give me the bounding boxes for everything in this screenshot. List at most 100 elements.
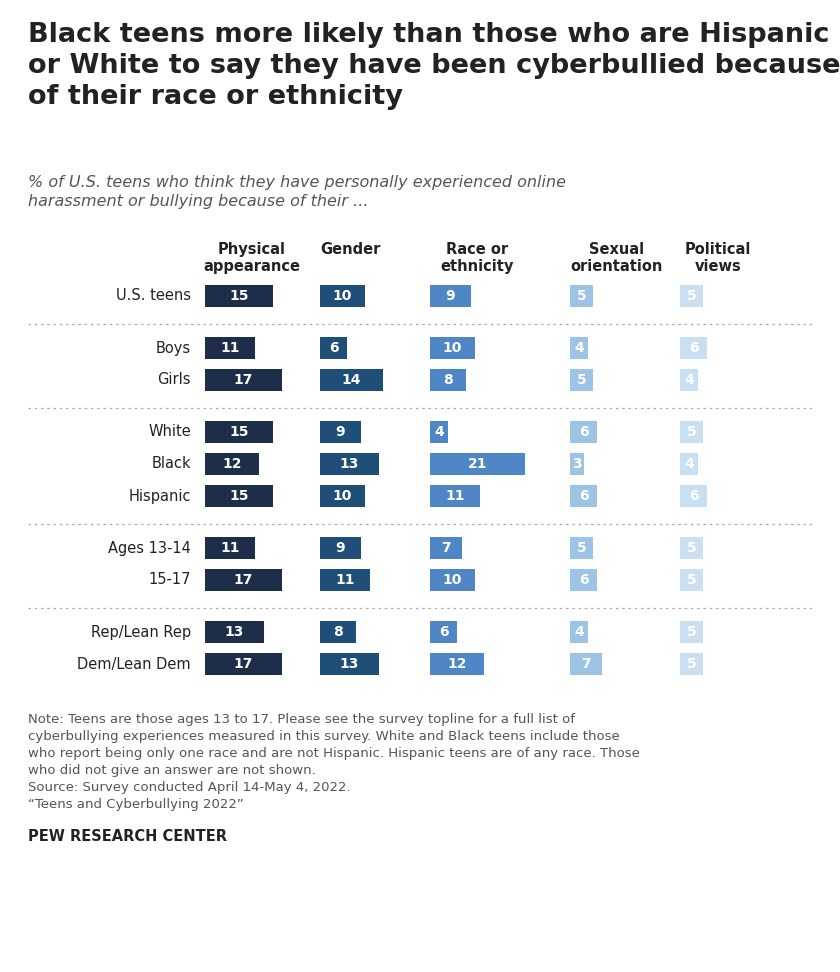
Text: 11: 11 <box>220 541 239 555</box>
Text: 13: 13 <box>339 657 359 671</box>
Bar <box>680 337 707 359</box>
Text: 4: 4 <box>684 457 694 471</box>
Bar <box>430 285 470 307</box>
Bar <box>205 285 273 307</box>
Text: 15: 15 <box>229 425 249 439</box>
Bar <box>320 653 379 675</box>
Text: 13: 13 <box>225 625 244 639</box>
Text: 4: 4 <box>575 625 584 639</box>
Text: Sexual
orientation: Sexual orientation <box>571 242 664 274</box>
Text: Ages 13-14: Ages 13-14 <box>108 540 191 556</box>
Bar <box>430 453 525 475</box>
Bar <box>320 569 370 591</box>
Text: 17: 17 <box>234 657 253 671</box>
Bar <box>205 537 255 559</box>
Text: 10: 10 <box>333 489 352 503</box>
Text: 14: 14 <box>342 373 361 387</box>
Bar <box>570 569 597 591</box>
Bar <box>430 653 485 675</box>
Bar <box>430 537 462 559</box>
Text: 10: 10 <box>333 289 352 303</box>
Bar <box>570 337 588 359</box>
Text: 5: 5 <box>576 289 586 303</box>
Text: Political
views: Political views <box>685 242 751 274</box>
Bar <box>570 421 597 443</box>
Text: 11: 11 <box>445 489 465 503</box>
Text: 15-17: 15-17 <box>149 573 191 587</box>
Text: U.S. teens: U.S. teens <box>116 289 191 303</box>
Text: 17: 17 <box>234 373 253 387</box>
Text: 6: 6 <box>438 625 449 639</box>
Text: PEW RESEARCH CENTER: PEW RESEARCH CENTER <box>28 829 227 844</box>
Text: 4: 4 <box>434 425 444 439</box>
Bar <box>680 453 698 475</box>
Text: 17: 17 <box>234 573 253 587</box>
Text: 12: 12 <box>223 457 242 471</box>
Text: 8: 8 <box>444 373 453 387</box>
Text: 6: 6 <box>689 489 698 503</box>
Text: Hispanic: Hispanic <box>129 489 191 503</box>
Text: 10: 10 <box>443 341 462 355</box>
Text: 4: 4 <box>684 373 694 387</box>
Bar <box>205 421 273 443</box>
Text: cyberbullying experiences measured in this survey. White and Black teens include: cyberbullying experiences measured in th… <box>28 730 620 743</box>
Text: 6: 6 <box>579 573 588 587</box>
Bar <box>680 285 702 307</box>
Text: White: White <box>148 425 191 439</box>
Bar <box>320 453 379 475</box>
Bar <box>205 453 260 475</box>
Text: 12: 12 <box>448 657 467 671</box>
Text: 5: 5 <box>686 657 696 671</box>
Text: Note: Teens are those ages 13 to 17. Please see the survey topline for a full li: Note: Teens are those ages 13 to 17. Ple… <box>28 713 575 726</box>
Bar <box>570 485 597 507</box>
Bar <box>570 369 592 391</box>
Text: 8: 8 <box>333 625 343 639</box>
Bar <box>205 569 282 591</box>
Text: % of U.S. teens who think they have personally experienced online
harassment or : % of U.S. teens who think they have pers… <box>28 175 566 209</box>
Bar <box>320 421 360 443</box>
Bar <box>680 569 702 591</box>
Text: Physical
appearance: Physical appearance <box>203 242 301 274</box>
Bar <box>205 653 282 675</box>
Text: Rep/Lean Rep: Rep/Lean Rep <box>91 624 191 640</box>
Text: 15: 15 <box>229 489 249 503</box>
Text: 5: 5 <box>686 289 696 303</box>
Text: 5: 5 <box>686 573 696 587</box>
Bar <box>570 453 584 475</box>
Bar <box>680 621 702 643</box>
Bar <box>430 569 475 591</box>
Text: 9: 9 <box>445 289 455 303</box>
Text: 3: 3 <box>572 457 581 471</box>
Bar <box>205 621 264 643</box>
Text: 9: 9 <box>335 541 345 555</box>
Bar <box>570 537 592 559</box>
Text: 13: 13 <box>339 457 359 471</box>
Bar <box>430 621 457 643</box>
Text: Source: Survey conducted April 14-May 4, 2022.: Source: Survey conducted April 14-May 4,… <box>28 781 350 794</box>
Bar <box>680 653 702 675</box>
Bar <box>570 285 592 307</box>
Text: who report being only one race and are not Hispanic. Hispanic teens are of any r: who report being only one race and are n… <box>28 747 640 760</box>
Text: 5: 5 <box>686 625 696 639</box>
Bar <box>205 337 255 359</box>
Text: Girls: Girls <box>158 372 191 388</box>
Text: 5: 5 <box>576 541 586 555</box>
Bar <box>320 285 365 307</box>
Text: 21: 21 <box>468 457 487 471</box>
Bar <box>570 621 588 643</box>
Text: 6: 6 <box>579 425 588 439</box>
Bar <box>680 421 702 443</box>
Text: “Teens and Cyberbullying 2022”: “Teens and Cyberbullying 2022” <box>28 798 244 811</box>
Text: Black: Black <box>151 457 191 471</box>
Text: 5: 5 <box>686 541 696 555</box>
Text: 7: 7 <box>581 657 591 671</box>
Text: Black teens more likely than those who are Hispanic
or White to say they have be: Black teens more likely than those who a… <box>28 22 840 110</box>
Text: Boys: Boys <box>156 340 191 356</box>
Bar <box>430 421 448 443</box>
Bar <box>205 485 273 507</box>
Bar <box>680 369 698 391</box>
Text: 5: 5 <box>576 373 586 387</box>
Text: 11: 11 <box>335 573 354 587</box>
Text: 9: 9 <box>335 425 345 439</box>
Bar <box>430 485 480 507</box>
